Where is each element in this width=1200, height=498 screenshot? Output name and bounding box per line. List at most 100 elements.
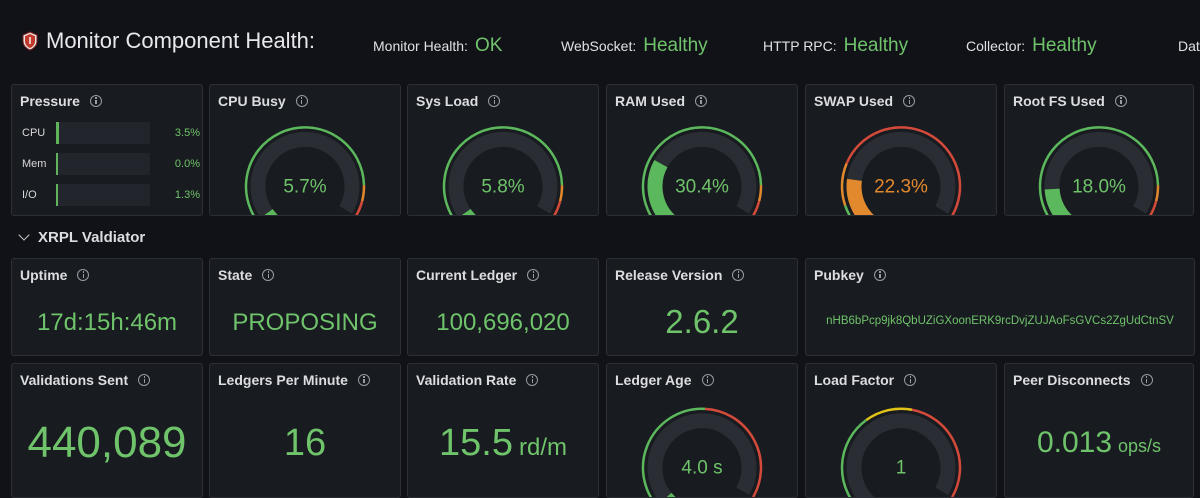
- cpu-busy-panel[interactable]: CPU Busy 5.7%: [209, 84, 401, 216]
- info-icon[interactable]: [357, 374, 370, 386]
- state-value: PROPOSING: [232, 309, 378, 336]
- gauge-threshold-2: [845, 126, 962, 215]
- http-rpc-label: HTTP RPC:: [763, 38, 837, 54]
- info-icon[interactable]: [695, 95, 708, 107]
- state-title: State: [218, 267, 253, 283]
- current-ledger-panel[interactable]: Current Ledger 100,696,020: [407, 258, 599, 356]
- http-rpc-value: Healthy: [843, 35, 909, 56]
- validation-rate-unit: rd/m: [518, 434, 567, 461]
- info-icon[interactable]: [732, 269, 745, 281]
- gauge-threshold-1: [558, 185, 564, 202]
- state-panel[interactable]: State PROPOSING: [209, 258, 401, 356]
- info-icon[interactable]: [488, 95, 501, 107]
- info-icon[interactable]: [262, 269, 275, 281]
- section-row-xrpl-validator[interactable]: XRPL Valdiator: [0, 226, 400, 250]
- gauge-threshold-1: [705, 407, 763, 497]
- pressure-value: 1.3%: [174, 189, 200, 201]
- info-icon[interactable]: [526, 374, 539, 386]
- root-fs-used-panel[interactable]: Root FS Used 18.0%: [1004, 84, 1194, 216]
- gauge-threshold-2: [553, 200, 562, 215]
- gauge-value: 5.8%: [481, 176, 524, 197]
- load-factor-panel[interactable]: Load Factor 1: [805, 363, 997, 498]
- ledger-age-title: Ledger Age: [615, 372, 692, 388]
- panel-title: SWAP Used: [814, 93, 916, 109]
- pressure-bar: [56, 153, 150, 175]
- gauge: 1: [840, 407, 962, 497]
- gauge: 18.0%: [1038, 126, 1160, 215]
- info-icon[interactable]: [77, 269, 90, 281]
- peer-disconnects-display: 0.013 ops/s: [1005, 426, 1193, 460]
- uptime-panel[interactable]: Uptime 17d:15h:46m: [11, 258, 203, 356]
- info-icon[interactable]: [903, 95, 916, 107]
- gauge-threshold-0: [1038, 126, 1160, 215]
- ledger-age-panel[interactable]: Ledger Age 4.0 s: [606, 363, 798, 498]
- info-icon[interactable]: [873, 269, 886, 281]
- info-icon[interactable]: [527, 269, 540, 281]
- panel-title: Validations Sent: [20, 372, 151, 388]
- info-icon[interactable]: [701, 374, 714, 386]
- chevron-down-icon[interactable]: [18, 229, 30, 241]
- http-rpc-status: HTTP RPC: Healthy: [763, 35, 908, 57]
- panel-title: CPU Busy: [218, 93, 308, 109]
- gauge-threshold-1: [1154, 185, 1160, 202]
- gauge-threshold-2: [1149, 200, 1158, 215]
- gauge-value-arc: [1044, 188, 1072, 215]
- ram-used-panel[interactable]: RAM Used 30.4%: [606, 84, 798, 216]
- peer-disconnects-value: 0.013: [1036, 426, 1113, 459]
- validations-sent-value: 440,089: [27, 418, 187, 467]
- pressure-title: Pressure: [20, 93, 80, 109]
- root-fs-used-title: Root FS Used: [1013, 93, 1105, 109]
- info-icon[interactable]: [295, 95, 308, 107]
- pressure-bar-fill: [56, 122, 60, 144]
- info-icon[interactable]: [89, 95, 102, 107]
- panel-title: Ledger Age: [615, 372, 714, 388]
- swap-used-panel[interactable]: SWAP Used 22.3%: [805, 84, 997, 216]
- gauge: 5.8%: [442, 126, 564, 215]
- pressure-bar-fill: [56, 153, 58, 175]
- validation-rate-display: 15.5 rd/m: [408, 422, 598, 465]
- gauge-value: 5.7%: [283, 176, 326, 197]
- gauge: 5.7%: [244, 126, 366, 215]
- peer-disconnects-unit: ops/s: [1118, 436, 1162, 456]
- sys-load-panel[interactable]: Sys Load 5.8%: [407, 84, 599, 216]
- panel-title: Ledgers Per Minute: [218, 372, 370, 388]
- release-version-panel[interactable]: Release Version 2.6.2: [606, 258, 798, 356]
- ledgers-per-minute-title: Ledgers Per Minute: [218, 372, 348, 388]
- ledgers-per-minute-value: 16: [283, 422, 327, 464]
- validations-sent-panel[interactable]: Validations Sent 440,089: [11, 363, 203, 498]
- gauge-value: 4.0 s: [681, 458, 722, 479]
- gauge-threshold-2: [911, 408, 962, 497]
- panel-title: Root FS Used: [1013, 93, 1127, 109]
- gauge: 4.0 s: [641, 407, 763, 497]
- page-title: Monitor Component Health:: [46, 28, 316, 53]
- peer-disconnects-panel[interactable]: Peer Disconnects 0.013 ops/s: [1004, 363, 1194, 498]
- info-icon[interactable]: [904, 374, 917, 386]
- load-factor-title: Load Factor: [814, 372, 895, 388]
- monitor-health-value: OK: [474, 35, 503, 56]
- ledgers-per-minute-panel[interactable]: Ledgers Per Minute 16: [209, 363, 401, 498]
- pressure-panel[interactable]: Pressure CPU 3.5% Mem 0.0% I/O 1.3%: [11, 84, 203, 216]
- gauge-threshold-0: [840, 418, 868, 497]
- pressure-label: I/O: [22, 189, 37, 201]
- info-icon[interactable]: [1114, 95, 1127, 107]
- gauge-track: [448, 131, 558, 215]
- info-icon[interactable]: [138, 374, 151, 386]
- gauge-value: 30.4%: [675, 176, 729, 197]
- pubkey-panel[interactable]: Pubkey nHB6bPcp9jk8QbUZiGXoonERK9rcDvjZU…: [805, 258, 1195, 356]
- validation-rate-value: 15.5: [439, 422, 513, 464]
- pressure-label: Mem: [22, 158, 47, 170]
- gauge-value: 18.0%: [1072, 176, 1126, 197]
- validation-rate-panel[interactable]: Validation Rate 15.5 rd/m: [407, 363, 599, 498]
- gauge-value-arc: [846, 178, 874, 215]
- info-icon[interactable]: [1140, 374, 1153, 386]
- gauge-threshold-0: [442, 126, 564, 215]
- pressure-value: 3.5%: [174, 127, 200, 139]
- pressure-row-mem: Mem 0.0%: [22, 153, 200, 175]
- gauge-value-arc: [647, 159, 675, 215]
- collector-value: Healthy: [1032, 35, 1097, 56]
- panel-title: Sys Load: [416, 93, 501, 109]
- cpu-busy-title: CPU Busy: [218, 93, 286, 109]
- pressure-row-io: I/O 1.3%: [22, 184, 200, 206]
- panel-title: Load Factor: [814, 372, 917, 388]
- panel-title: Peer Disconnects: [1013, 372, 1153, 388]
